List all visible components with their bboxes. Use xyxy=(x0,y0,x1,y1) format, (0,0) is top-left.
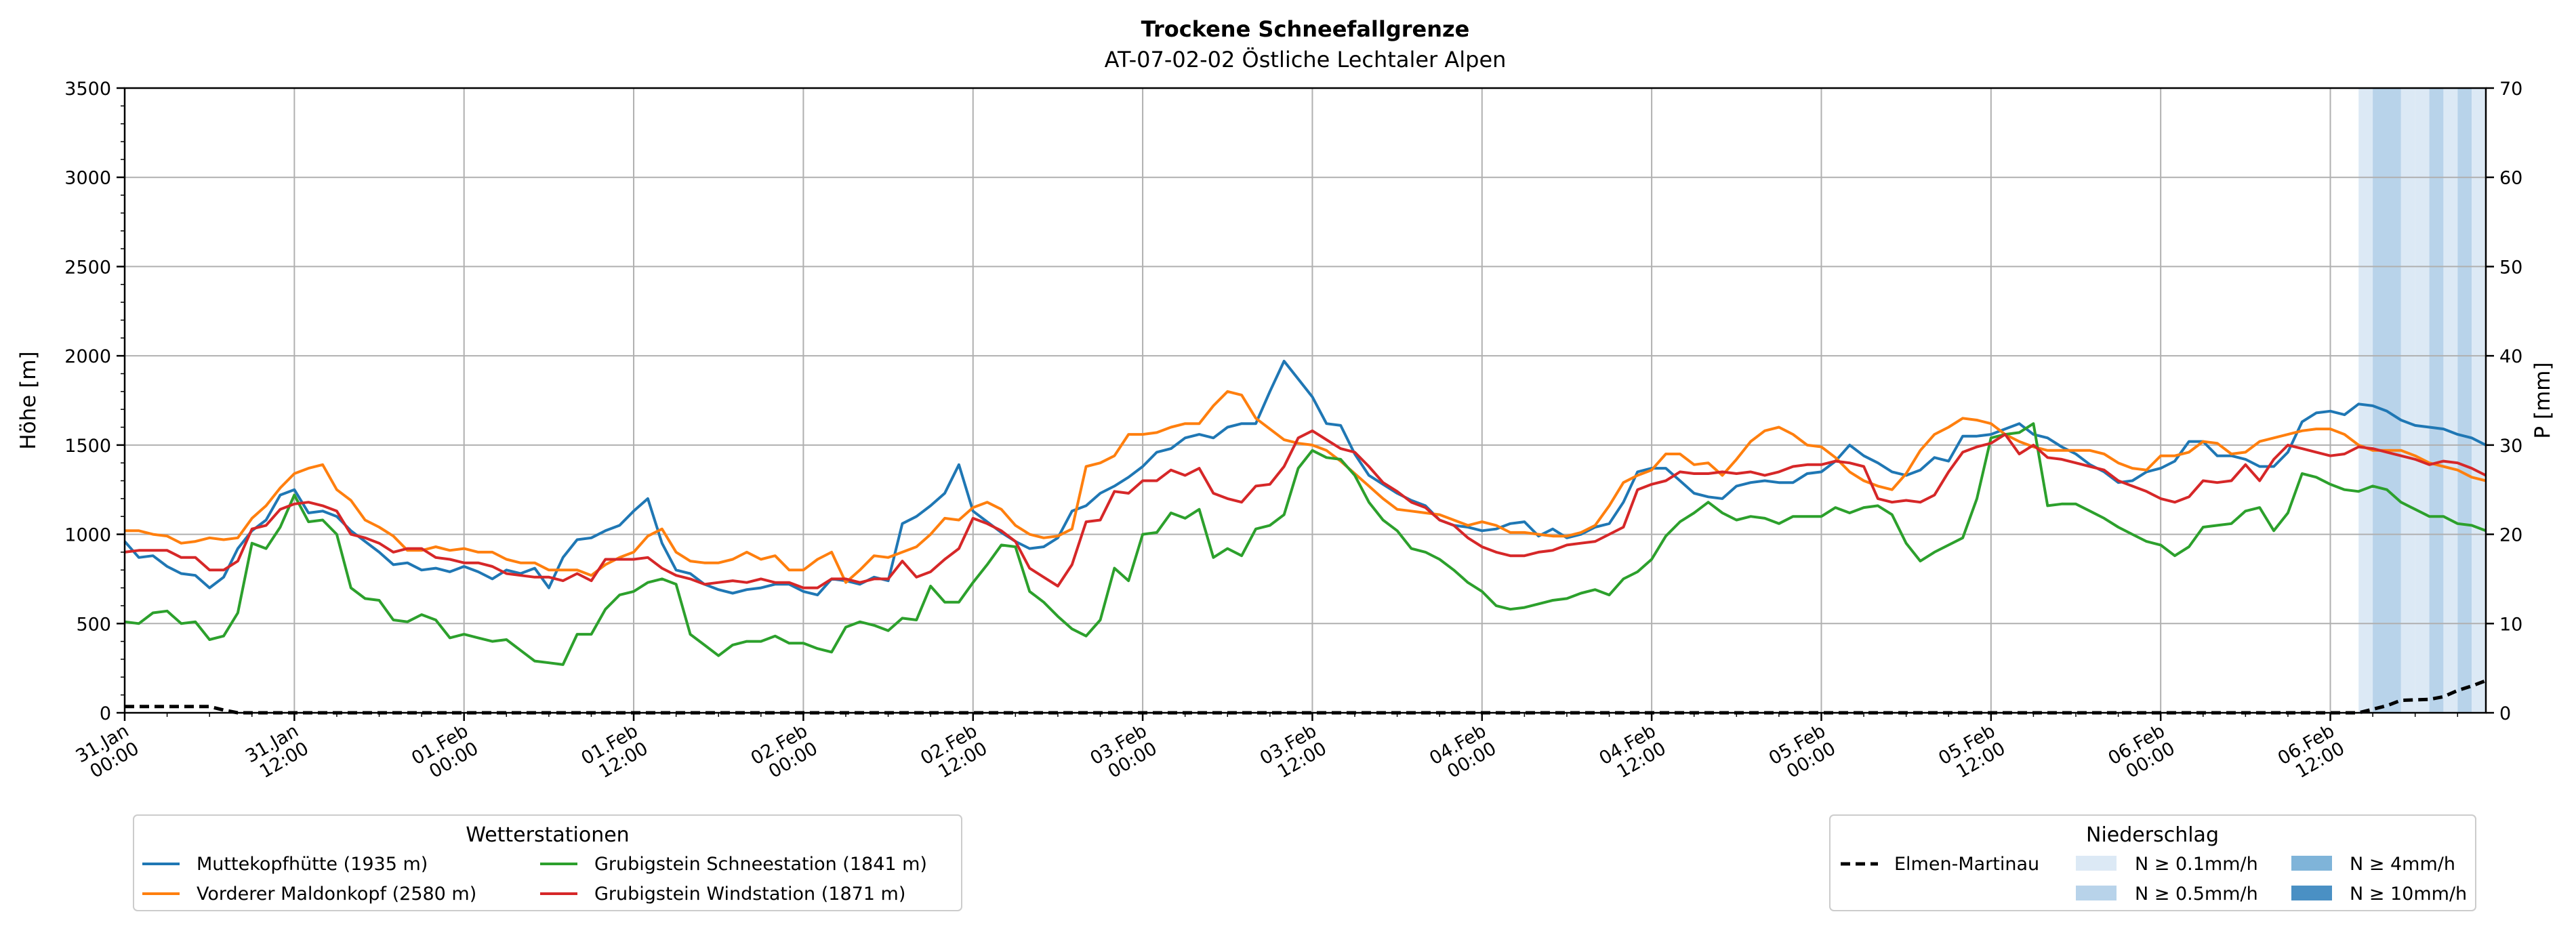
chart-title: Trockene Schneefallgrenze xyxy=(1141,16,1470,42)
y2-tick-label-40: 40 xyxy=(2499,346,2522,367)
y-tick-label-1000: 1000 xyxy=(64,525,111,546)
legend-stations: Wetterstationen Muttekopfhütte (1935 m) … xyxy=(133,814,962,911)
y2-tick-label-0: 0 xyxy=(2499,703,2511,724)
legend-label-grubigstein-schneestation: Grubigstein Schneestation (1841 m) xyxy=(594,854,927,875)
series-line-grubigstein-windstation-1871-m xyxy=(124,429,2487,589)
precip-band-7 xyxy=(2472,88,2486,713)
legend-label-vorderer-maldonkopf: Vorderer Maldonkopf (2580 m) xyxy=(197,884,476,905)
legend-stations-title: Wetterstationen xyxy=(466,823,629,847)
precip-band-1 xyxy=(2373,88,2401,713)
y-tick-label-3000: 3000 xyxy=(64,168,111,189)
legend-swatch-n4 xyxy=(2291,856,2332,871)
y-tick-label-3500: 3500 xyxy=(64,79,111,100)
x-tick-label-72: 03.Feb00:00 xyxy=(1086,720,1160,787)
legend-label-n05: N ≥ 0.5mm/h xyxy=(2135,884,2258,905)
precip-band-2 xyxy=(2400,88,2415,713)
legend-label-n4: N ≥ 4mm/h xyxy=(2350,854,2455,875)
legend-label-n10: N ≥ 10mm/h xyxy=(2350,884,2467,905)
y2-tick-label-20: 20 xyxy=(2499,525,2522,546)
precip-band-6 xyxy=(2457,88,2472,713)
y2-tick-label-30: 30 xyxy=(2499,436,2522,457)
plot-frame xyxy=(123,87,2487,714)
legend-label-elmen-martinau: Elmen-Martinau xyxy=(1894,854,2039,875)
legend-precip-title: Niederschlag xyxy=(2086,823,2219,847)
legend-swatch-n05 xyxy=(2076,886,2117,900)
legend-label-muttekopfhuette: Muttekopfhütte (1935 m) xyxy=(197,854,428,875)
precip-band-5 xyxy=(2443,88,2458,713)
precip-band-4 xyxy=(2429,88,2444,713)
y-tick-label-2000: 2000 xyxy=(64,346,111,367)
series-lines xyxy=(123,360,2487,715)
y2-axis-label: P [mm] xyxy=(2531,362,2555,438)
y-axis-label: Höhe [m] xyxy=(16,351,41,449)
precip-band-3 xyxy=(2415,88,2430,713)
legend-precip: Niederschlag Elmen-Martinau N ≥ 0.1mm/h … xyxy=(1829,814,2476,911)
series-line-grubigstein-schneestation-1841-m xyxy=(124,422,2487,666)
y2-tick-label-60: 60 xyxy=(2499,168,2522,189)
chart-subtitle: AT-07-02-02 Östliche Lechtaler Alpen xyxy=(1105,47,1507,72)
y-tick-label-0: 0 xyxy=(100,703,111,724)
legend-label-grubigstein-windstation: Grubigstein Windstation (1871 m) xyxy=(594,884,905,905)
precip-bands xyxy=(2358,88,2486,713)
precip-band-0 xyxy=(2358,88,2373,713)
legend-label-n01: N ≥ 0.1mm/h xyxy=(2135,854,2258,875)
y2-tick-label-70: 70 xyxy=(2499,79,2522,100)
y-tick-label-1500: 1500 xyxy=(64,436,111,457)
y2-tick-label-10: 10 xyxy=(2499,614,2522,635)
grid xyxy=(124,87,2486,713)
legend-swatch-n10 xyxy=(2291,886,2332,900)
series-line-vorderer-maldonkopf-2580-m xyxy=(125,390,2487,584)
y2-tick-label-50: 50 xyxy=(2499,257,2522,278)
legend-swatch-n01 xyxy=(2076,856,2117,871)
y-tick-label-2500: 2500 xyxy=(64,257,111,278)
y-tick-label-500: 500 xyxy=(76,614,111,635)
